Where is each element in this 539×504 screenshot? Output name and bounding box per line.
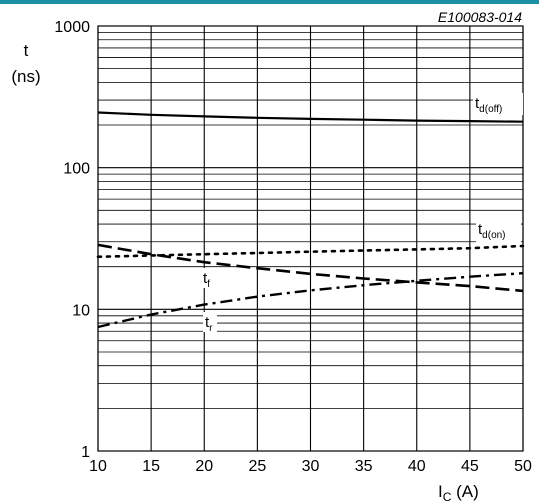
curve-label-subscript: d(off) [479, 104, 502, 115]
curve-label-background [201, 268, 215, 288]
curve-label-background [476, 219, 521, 243]
series-layer [96, 111, 525, 329]
curve-label-text: td(off) [475, 95, 502, 115]
x-tick-label: 40 [408, 458, 426, 475]
curve-label-text: tf [203, 270, 210, 290]
x-tick-label: 15 [142, 458, 160, 475]
curve-label-text: td(on) [478, 221, 506, 241]
curve-label-symbol: t [478, 221, 483, 238]
curve-label-f: tf [201, 268, 215, 290]
curve-label-subscript: f [207, 279, 210, 290]
y-axis-symbol: t [24, 41, 29, 60]
plot-border [97, 25, 524, 452]
curve-label-subscript: d(on) [482, 230, 505, 241]
x-tick-label: 30 [302, 458, 320, 475]
series-line-r [97, 272, 524, 329]
y-tick-label: 100 [63, 161, 90, 178]
curve-label-symbol: t [203, 270, 208, 287]
x-tick-label: 35 [355, 458, 373, 475]
grid-layer [97, 26, 524, 451]
curve-label-doff: td(off) [473, 93, 523, 115]
series-line-f [97, 243, 524, 293]
top-accent-bar [0, 0, 539, 4]
x-tick-label: 45 [461, 458, 479, 475]
x-tick-label: 20 [195, 458, 213, 475]
curve-label-background [473, 93, 523, 115]
y-tick-label: 1000 [54, 19, 90, 36]
x-tick-label: 10 [89, 458, 107, 475]
curve-label-r: tr [203, 312, 217, 334]
curve-label-symbol: t [205, 314, 210, 331]
x-axis-subscript: C [443, 490, 452, 504]
x-axis-label: IC (A) [438, 482, 479, 504]
series-line-don [96, 244, 525, 259]
y-tick-label: 10 [72, 302, 90, 319]
x-axis-unit: (A) [456, 482, 479, 501]
y-axis-unit: (ns) [11, 67, 40, 86]
series-line-doff [97, 111, 524, 123]
curve-label-subscript: r [209, 323, 213, 334]
curve-label-text: tr [205, 314, 213, 334]
x-tick-label: 50 [514, 458, 532, 475]
y-tick-label: 1 [81, 444, 90, 461]
curve-label-background [203, 312, 217, 332]
reference-code: E100083-014 [438, 9, 522, 25]
x-axis-symbol: I [438, 482, 443, 501]
curve-label-symbol: t [475, 95, 480, 112]
curve-label-don: td(on) [476, 219, 521, 243]
x-tick-label: 25 [248, 458, 266, 475]
